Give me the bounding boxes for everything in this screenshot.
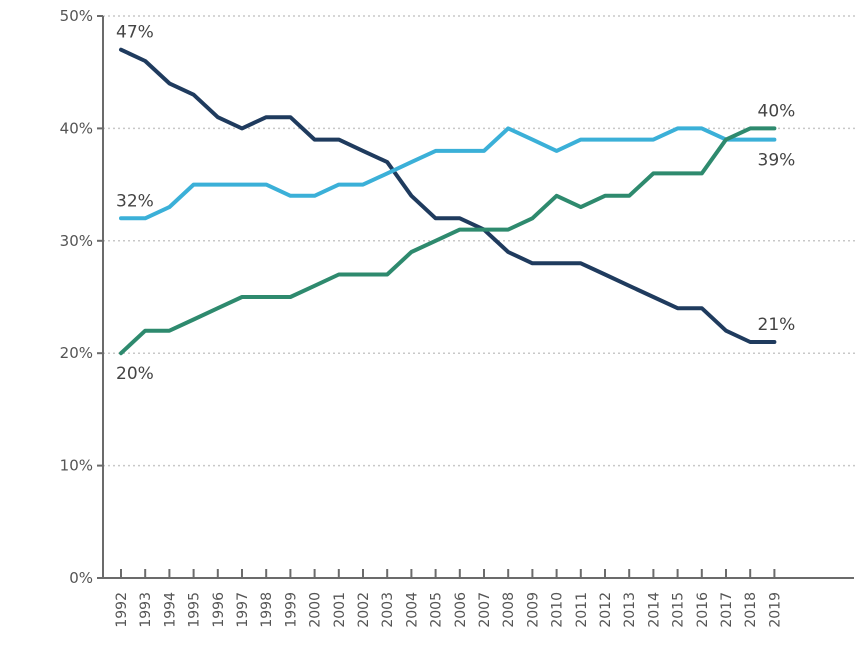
series-line-1: [119, 47, 777, 344]
x-tick-label: 1997: [235, 592, 251, 628]
y-tick-label: 40%: [60, 119, 93, 137]
x-tick-label: 2017: [719, 592, 735, 628]
y-axis-ticks: 0% 10% 20% 30% 40% 50%: [60, 7, 103, 587]
x-tick-label: 2006: [453, 592, 469, 628]
x-tick-label: 2015: [671, 592, 687, 628]
x-tick-label: 2016: [695, 592, 711, 628]
data-label: 21%: [758, 315, 796, 335]
x-tick-label: 1996: [211, 592, 227, 628]
x-tick-label: 2004: [404, 592, 420, 628]
x-tick-label: 1992: [114, 592, 130, 628]
x-tick-label: 2019: [767, 592, 783, 628]
x-tick-label: 2014: [646, 592, 662, 628]
x-tick-label: 1994: [162, 592, 178, 628]
x-tick-label: 1995: [187, 592, 203, 628]
x-tick-label: 2011: [574, 592, 590, 628]
x-tick-label: 2005: [429, 592, 445, 628]
data-label: 47%: [116, 23, 154, 43]
x-tick-label: 2010: [550, 592, 566, 628]
series-line-3: [119, 126, 777, 356]
grid-lines: [103, 15, 858, 467]
x-tick-label: 2002: [356, 592, 372, 628]
x-tick-label: 2007: [477, 592, 493, 628]
annotations: 47% 32% 20% 40% 39% 21%: [116, 23, 795, 384]
axes: [102, 16, 854, 579]
x-tick-label: 2009: [525, 592, 541, 628]
x-tick-label: 2003: [380, 592, 396, 628]
data-label: 39%: [758, 151, 796, 171]
x-tick-label: 1998: [259, 592, 275, 628]
y-tick-label: 0%: [69, 569, 93, 587]
x-axis-ticks: 1992 1993 1994 1995 1996 1997 1998 1999 2000 2001…: [114, 569, 783, 628]
y-tick-label: 50%: [60, 7, 93, 25]
series-lines: [119, 47, 777, 356]
y-tick-label: 30%: [60, 232, 93, 250]
y-tick-label: 20%: [60, 344, 93, 362]
y-tick-label: 10%: [60, 457, 93, 475]
x-tick-label: 2013: [622, 592, 638, 628]
x-tick-label: 1993: [138, 592, 154, 628]
x-tick-label: 2001: [332, 592, 348, 628]
x-tick-label: 2000: [308, 592, 324, 628]
x-tick-label: 2012: [598, 592, 614, 628]
data-label: 20%: [116, 364, 154, 384]
data-label: 40%: [758, 101, 796, 121]
x-tick-label: 1999: [283, 592, 299, 628]
x-tick-label: 2008: [501, 592, 517, 628]
data-label: 32%: [116, 191, 154, 211]
series-line-2: [119, 126, 777, 221]
x-tick-label: 2018: [743, 592, 759, 628]
